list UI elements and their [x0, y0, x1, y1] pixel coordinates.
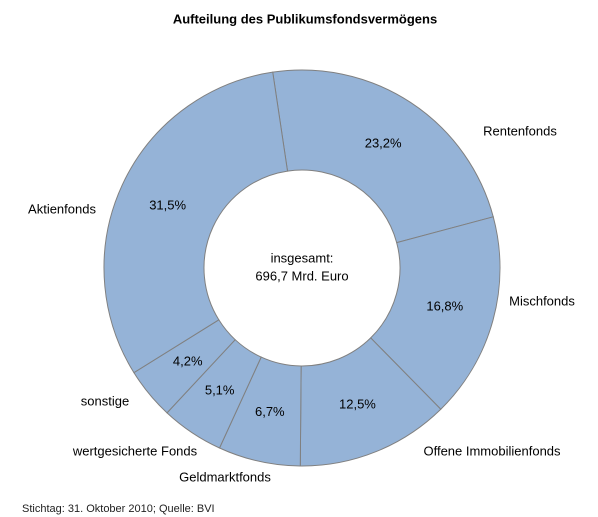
category-label: sonstige — [81, 393, 129, 408]
donut-segment — [272, 69, 494, 244]
center-text: insgesamt: — [271, 250, 334, 265]
footnote: Stichtag: 31. Oktober 2010; Quelle: BVI — [22, 503, 215, 515]
category-label: Geldmarktfonds — [179, 469, 271, 484]
value-label: 6,7% — [255, 404, 285, 419]
category-label: Aktienfonds — [28, 201, 96, 216]
value-label: 16,8% — [426, 298, 463, 313]
value-label: 4,2% — [173, 353, 203, 368]
category-label: wertgesicherte Fonds — [72, 443, 198, 458]
value-label: 31,5% — [149, 197, 186, 212]
value-label: 5,1% — [205, 382, 235, 397]
chart-title: Aufteilung des Publikumsfondsvermögens — [173, 11, 437, 26]
value-label: 23,2% — [365, 136, 402, 151]
category-label: Mischfonds — [509, 293, 575, 308]
category-label: Rentenfonds — [483, 123, 557, 138]
category-label: Offene Immobilienfonds — [423, 443, 561, 458]
donut-segment — [103, 71, 289, 374]
donut-segment — [369, 216, 501, 410]
value-label: 12,5% — [339, 397, 376, 412]
center-text: 696,7 Mrd. Euro — [255, 268, 348, 283]
